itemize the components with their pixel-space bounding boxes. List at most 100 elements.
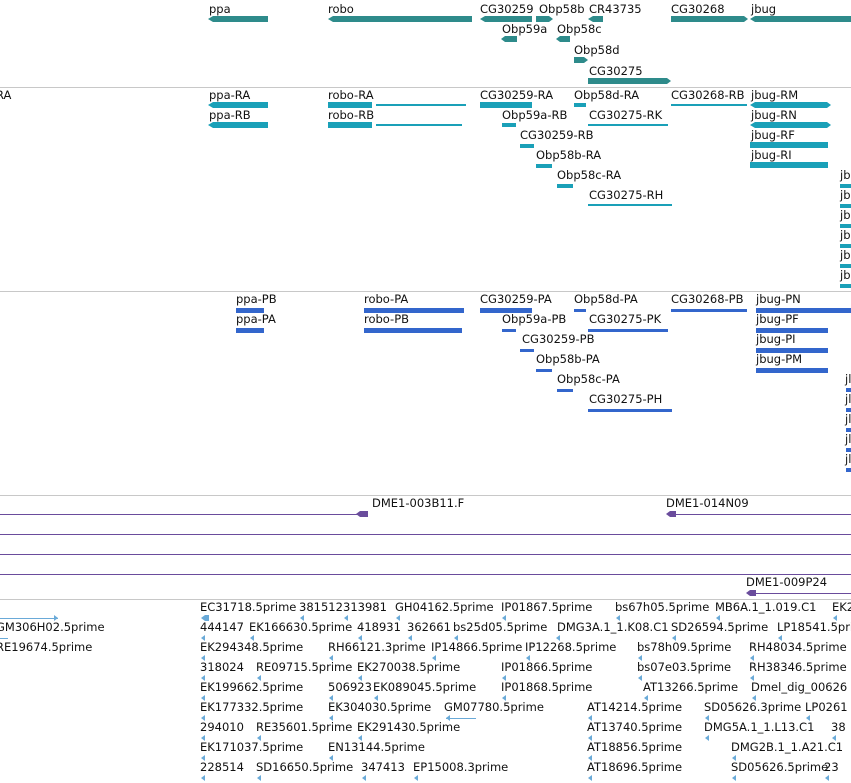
protein-glyph-jbug-pn[interactable] (756, 308, 851, 313)
est-mark-dmel-dig[interactable] (752, 695, 756, 701)
est-mark-228514[interactable] (201, 775, 205, 781)
est-mark-at18696[interactable] (588, 775, 592, 781)
est-mark-ek199662[interactable] (201, 695, 205, 701)
protein-glyph-jl-3[interactable] (846, 428, 851, 432)
protein-glyph-cg30259-pb[interactable] (520, 349, 534, 352)
est-mark-ek089045[interactable] (374, 695, 378, 701)
est-mark-ek291430[interactable] (358, 735, 362, 741)
protein-glyph-jbug-pi[interactable] (756, 348, 828, 353)
est-mark-re09715[interactable] (257, 675, 261, 681)
transcript-glyph-obp58d-ra[interactable] (574, 103, 586, 107)
protein-glyph-jl-5[interactable] (846, 468, 851, 472)
transcript-glyph-obp59a-rb[interactable] (502, 123, 516, 127)
est-mark-rh48034[interactable] (750, 655, 754, 661)
est-mark-bs67h05[interactable] (616, 615, 620, 621)
est-mark-23[interactable] (825, 775, 829, 781)
est-mark-rh38346[interactable] (750, 675, 754, 681)
est-mark-38[interactable] (832, 735, 836, 741)
est-mark-rh66121[interactable] (329, 655, 333, 661)
est-mark-444147[interactable] (201, 635, 205, 641)
transcript-glyph-jb-6[interactable] (840, 284, 851, 288)
clone-line-dme1-003b11[interactable] (0, 514, 368, 515)
est-mark-dmg3a[interactable] (556, 635, 560, 641)
protein-glyph-obp58b-pa[interactable] (536, 369, 552, 372)
gene-glyph-obp58b[interactable] (536, 16, 553, 22)
protein-glyph-ppa-pa[interactable] (236, 328, 264, 333)
est-mark-lp0261[interactable] (806, 715, 810, 721)
est-mark-bs25d05[interactable] (454, 635, 458, 641)
protein-glyph-cg30275-pk[interactable] (588, 329, 668, 332)
est-mark-ip01866[interactable] (502, 675, 506, 681)
gene-glyph-jbug[interactable] (750, 16, 851, 22)
est-mark-at13740[interactable] (588, 735, 592, 741)
est-mark-bs78h09[interactable] (638, 655, 642, 661)
transcript-glyph-cg30259-rb[interactable] (520, 144, 534, 148)
transcript-glyph-obp58c-ra[interactable] (557, 184, 573, 188)
transcript-glyph-cg30259-ra[interactable] (480, 102, 532, 108)
est-mark-dmg2b[interactable] (732, 755, 736, 761)
gene-glyph-obp58c[interactable] (556, 36, 570, 42)
protein-glyph-robo-pb[interactable] (364, 328, 462, 333)
gene-glyph-cr43735[interactable] (588, 16, 603, 22)
est-mark-gm07780[interactable] (446, 718, 476, 719)
protein-glyph-cg30259-pa[interactable] (480, 308, 532, 313)
est-mark-347413[interactable] (362, 775, 366, 781)
transcript-glyph-cg30275-rk[interactable] (588, 124, 668, 126)
transcript-glyph-ppa-rb[interactable] (208, 122, 268, 128)
est-mark-506923[interactable] (329, 695, 333, 701)
est-mark-sd16650[interactable] (257, 775, 261, 781)
est-mark-sd05626-5[interactable] (732, 775, 736, 781)
transcript-glyph-jb-2[interactable] (840, 204, 851, 208)
est-mark-294010[interactable] (201, 735, 205, 741)
protein-glyph-obp58d-pa[interactable] (574, 309, 586, 312)
transcript-glyph-ppa-ra[interactable] (208, 102, 268, 108)
protein-glyph-cg30275-ph[interactable] (588, 409, 672, 412)
protein-glyph-ppa-pb[interactable] (236, 308, 264, 313)
est-mark-at14214[interactable] (588, 715, 592, 721)
est-mark-at18856[interactable] (588, 755, 592, 761)
transcript-glyph-robo-rb[interactable] (328, 122, 372, 128)
gene-glyph-ppa[interactable] (208, 16, 268, 22)
est-mark-362661[interactable] (408, 635, 412, 641)
est-mark-re35601[interactable] (257, 735, 261, 741)
est-mark-dmg5a[interactable] (705, 735, 709, 741)
transcript-glyph-robo-ra[interactable] (328, 102, 372, 108)
est-mark-re19674[interactable] (0, 638, 8, 639)
est-mark-ek294348[interactable] (201, 655, 205, 661)
est-mark-ek177332[interactable] (201, 715, 205, 721)
transcript-glyph-jb-3[interactable] (840, 224, 851, 228)
gene-glyph-cg30259[interactable] (480, 16, 532, 22)
protein-glyph-jbug-pm[interactable] (756, 368, 828, 373)
transcript-glyph-cg30275-rh[interactable] (588, 204, 672, 206)
est-mark-gh04162[interactable] (396, 615, 400, 621)
est-mark-ip01867[interactable] (502, 615, 506, 621)
clone-line-full-1[interactable] (0, 534, 851, 535)
est-mark-mb6a[interactable] (716, 615, 720, 621)
transcript-glyph-jbug-rm[interactable] (750, 102, 831, 108)
protein-glyph-cg30268-pb[interactable] (671, 309, 747, 312)
est-mark-ip14866[interactable] (432, 655, 436, 661)
est-mark-ek270038[interactable] (358, 675, 362, 681)
clone-line-dme1-009p24[interactable] (748, 593, 851, 594)
est-mark-ek304030[interactable] (329, 715, 333, 721)
gene-glyph-cg30275[interactable] (588, 78, 671, 84)
est-mark-en13144[interactable] (329, 755, 333, 761)
protein-glyph-jl-2[interactable] (846, 408, 851, 412)
protein-glyph-obp58c-pa[interactable] (557, 389, 573, 392)
protein-glyph-jl-4[interactable] (846, 448, 851, 452)
est-mark-ip12268[interactable] (526, 655, 530, 661)
est-mark-at13266[interactable] (644, 695, 648, 701)
clone-line-full-3[interactable] (0, 574, 851, 575)
clone-line-full-2[interactable] (0, 554, 851, 555)
est-mark-sd05626-3[interactable] (705, 715, 709, 721)
transcript-glyph-jbug-ri[interactable] (750, 162, 828, 168)
est-mark-ek166630[interactable] (250, 635, 254, 641)
protein-glyph-obp59a-pb[interactable] (502, 329, 516, 332)
protein-glyph-jbug-pf[interactable] (756, 328, 828, 333)
est-mark-ek171037[interactable] (201, 755, 205, 761)
gene-glyph-obp58d[interactable] (574, 57, 588, 63)
est-mark-sd26594[interactable] (672, 635, 676, 641)
clone-line-dme1-014n09[interactable] (668, 514, 851, 515)
est-mark-lp18541[interactable] (778, 635, 782, 641)
est-mark-ip01868[interactable] (502, 695, 506, 701)
